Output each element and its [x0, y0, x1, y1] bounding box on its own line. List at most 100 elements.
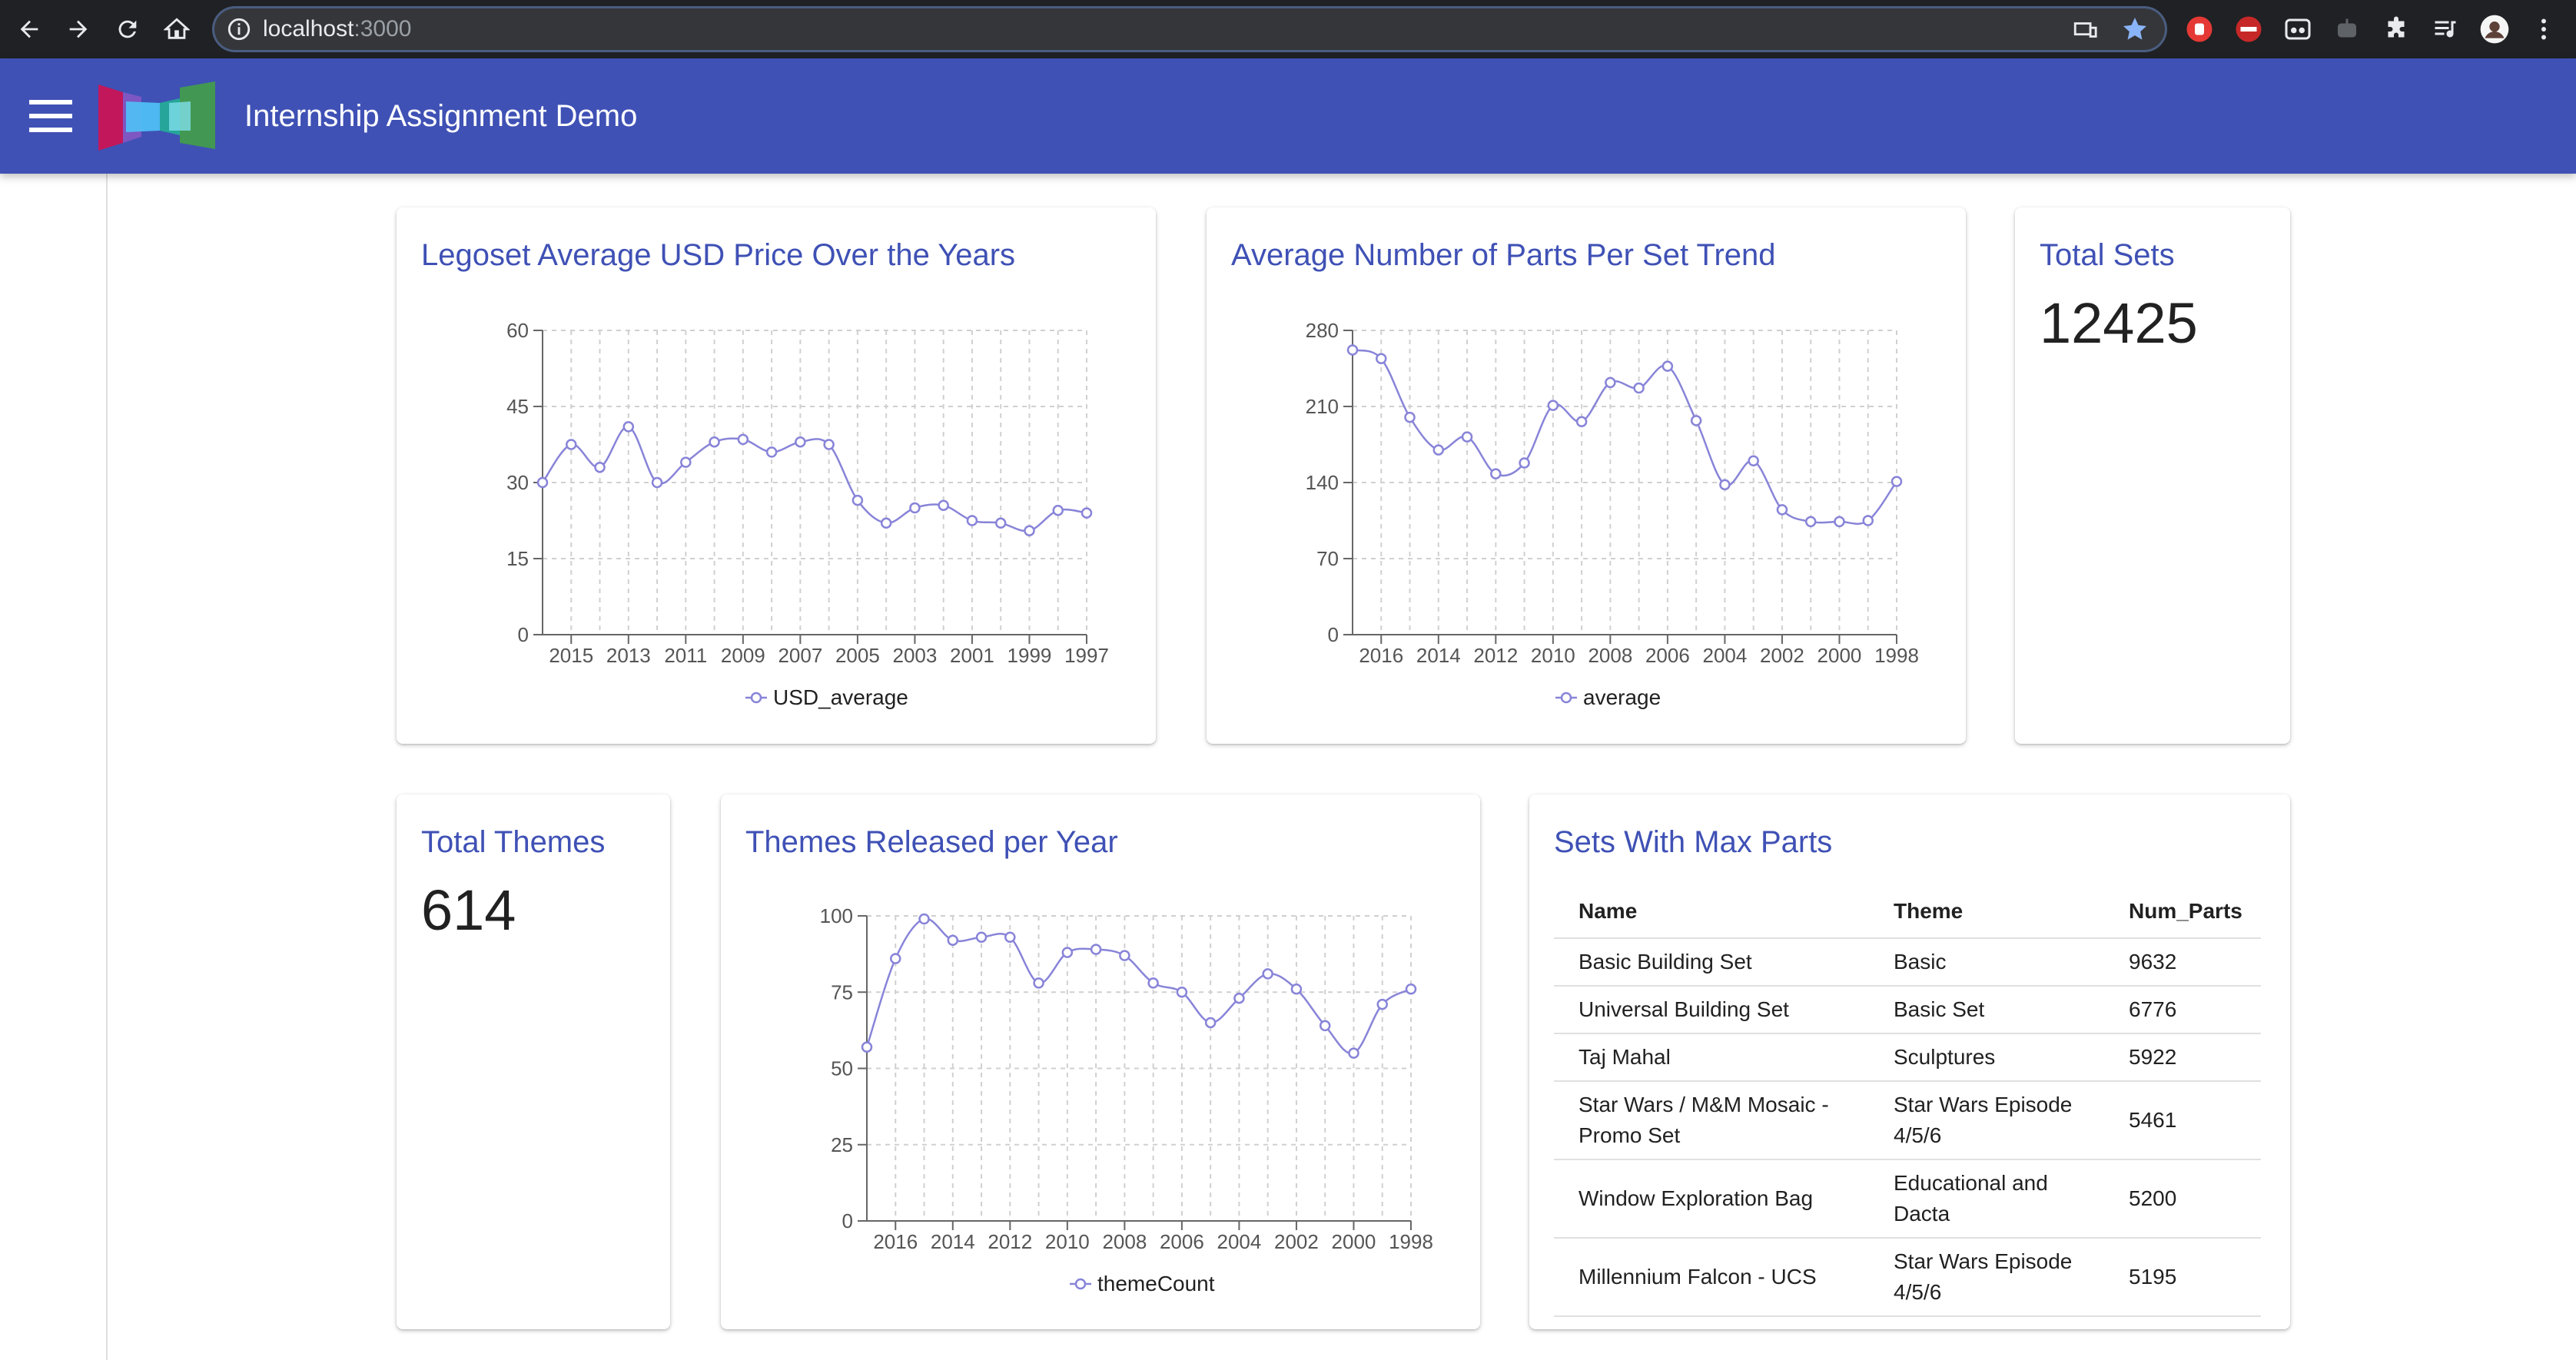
x-tick-label: 1999 — [1007, 644, 1052, 667]
app-logo — [98, 81, 215, 151]
x-tick-label: 2003 — [892, 644, 937, 667]
cell-theme: Sculptures — [1869, 1033, 2104, 1082]
table-row: Universal Building Set Basic Set 6776 — [1554, 986, 2261, 1034]
cell-name: Universal Building Set — [1554, 986, 1869, 1034]
forward-button[interactable] — [57, 8, 100, 51]
data-point — [1661, 360, 1674, 372]
extension-glasses-icon[interactable] — [2282, 14, 2313, 45]
x-tick-label: 2000 — [1817, 644, 1862, 667]
x-tick-label: 2011 — [664, 644, 707, 667]
usd-price-chart[interactable]: 0 15 30 45 60 2015 2013 2011 2009 2007 2005 2003 200… — [397, 207, 1156, 744]
x-tick-label: 2004 — [1702, 644, 1747, 667]
y-tick-label: 280 — [1306, 319, 1339, 342]
legend-label: USD_average — [773, 685, 908, 709]
cell-name: Basic Building Set — [1554, 938, 1869, 987]
y-tick-label: 25 — [831, 1133, 853, 1156]
data-point — [737, 433, 749, 446]
profile-avatar-icon[interactable] — [2479, 14, 2510, 45]
data-point — [1404, 411, 1416, 423]
cell-theme: Basic — [1869, 938, 2104, 987]
total-themes-title: Total Themes — [421, 825, 606, 859]
extension-stop-icon[interactable] — [2184, 14, 2215, 45]
series-line-USD_average — [541, 426, 1087, 532]
table-row: Millennium Falcon - UCS Star Wars Episod… — [1554, 1238, 2261, 1317]
data-point — [1061, 947, 1074, 958]
media-queue-icon[interactable] — [2430, 14, 2461, 45]
cast-icon[interactable] — [2072, 17, 2098, 43]
sets-table: Name Theme Num_Parts Basic Building Set … — [1554, 885, 2261, 1317]
data-point — [1776, 504, 1788, 516]
browser-toolbar: localhost:3000 — [0, 0, 2576, 58]
cell-name: Window Exploration Bag — [1554, 1159, 1869, 1239]
table-row: Basic Building Set Basic 9632 — [1554, 938, 2261, 987]
address-bar[interactable]: localhost:3000 — [212, 6, 2167, 52]
bookmark-star-icon[interactable] — [2121, 15, 2149, 43]
hamburger-menu-icon[interactable] — [29, 98, 72, 134]
data-point — [947, 934, 959, 947]
x-tick-label: 2007 — [778, 644, 822, 667]
data-point — [709, 436, 720, 448]
total-themes-value: 614 — [421, 878, 516, 942]
x-tick-label: 2006 — [1160, 1230, 1204, 1253]
cell-num-parts: 5922 — [2104, 1033, 2261, 1082]
data-point — [1748, 455, 1759, 466]
x-tick-label: 2016 — [873, 1230, 918, 1253]
total-sets-title: Total Sets — [2040, 238, 2175, 272]
data-point — [765, 446, 778, 458]
data-point — [823, 439, 835, 450]
y-tick-label: 70 — [1316, 547, 1339, 570]
data-point — [851, 494, 864, 506]
x-tick-label: 2016 — [1359, 644, 1403, 667]
data-point — [1033, 977, 1044, 989]
reload-button[interactable] — [106, 8, 149, 51]
extensions-puzzle-icon[interactable] — [2381, 14, 2412, 45]
parts-trend-chart[interactable]: 0 70 140 210 280 2016 2014 2012 2010 2008 2006 2004… — [1207, 207, 1966, 744]
chart-legend: themeCount — [1070, 1272, 1215, 1295]
data-point — [594, 461, 606, 473]
data-point — [1376, 998, 1388, 1010]
x-tick-label: 2008 — [1102, 1230, 1147, 1253]
cell-name: Taj Mahal — [1554, 1033, 1869, 1082]
data-point — [890, 953, 901, 964]
url-text: localhost:3000 — [263, 15, 411, 43]
x-tick-label: 2010 — [1045, 1230, 1090, 1253]
data-point — [861, 1041, 873, 1053]
chart-legend: USD_average — [745, 685, 908, 709]
app-title: Internship Assignment Demo — [244, 99, 638, 133]
data-point — [1575, 416, 1588, 428]
x-tick-label: 2014 — [1416, 644, 1461, 667]
table-header-row: Name Theme Num_Parts — [1554, 885, 2261, 939]
sets-max-parts-title: Sets With Max Parts — [1554, 825, 1833, 859]
y-tick-label: 50 — [831, 1057, 853, 1080]
x-tick-label: 2000 — [1332, 1230, 1376, 1253]
data-point — [1891, 476, 1903, 487]
themes-per-year-chart[interactable]: 0 25 50 75 100 2016 2014 2012 2010 2008 2006 2004 20… — [721, 794, 1480, 1329]
data-point — [622, 421, 635, 433]
data-point — [918, 913, 930, 925]
home-button[interactable] — [155, 8, 198, 51]
x-tick-label: 2012 — [1473, 644, 1518, 667]
cell-num-parts: 5461 — [2104, 1081, 2261, 1160]
arrow-right-icon — [69, 20, 88, 38]
data-point — [566, 439, 577, 450]
x-tick-label: 2010 — [1531, 644, 1575, 667]
legend-marker — [750, 692, 762, 704]
data-point — [1119, 950, 1130, 961]
data-point — [1233, 992, 1245, 1004]
extension-robot-icon[interactable] — [2332, 14, 2362, 45]
back-button[interactable] — [8, 8, 51, 51]
table-row: Window Exploration Bag Educational and D… — [1554, 1159, 2261, 1239]
browser-menu-icon[interactable] — [2528, 14, 2559, 45]
legend-marker — [1560, 692, 1572, 704]
cell-name: Millennium Falcon - UCS — [1554, 1238, 1869, 1317]
y-tick-label: 140 — [1306, 471, 1339, 494]
data-point — [1547, 400, 1559, 411]
data-point — [1804, 516, 1817, 528]
y-tick-label: 45 — [506, 395, 529, 418]
extension-adblock-icon[interactable] — [2233, 14, 2264, 45]
arrow-left-icon — [20, 20, 38, 38]
data-point — [1204, 1017, 1217, 1029]
data-point — [1147, 977, 1159, 989]
info-icon[interactable] — [226, 16, 252, 42]
data-point — [1690, 415, 1702, 426]
